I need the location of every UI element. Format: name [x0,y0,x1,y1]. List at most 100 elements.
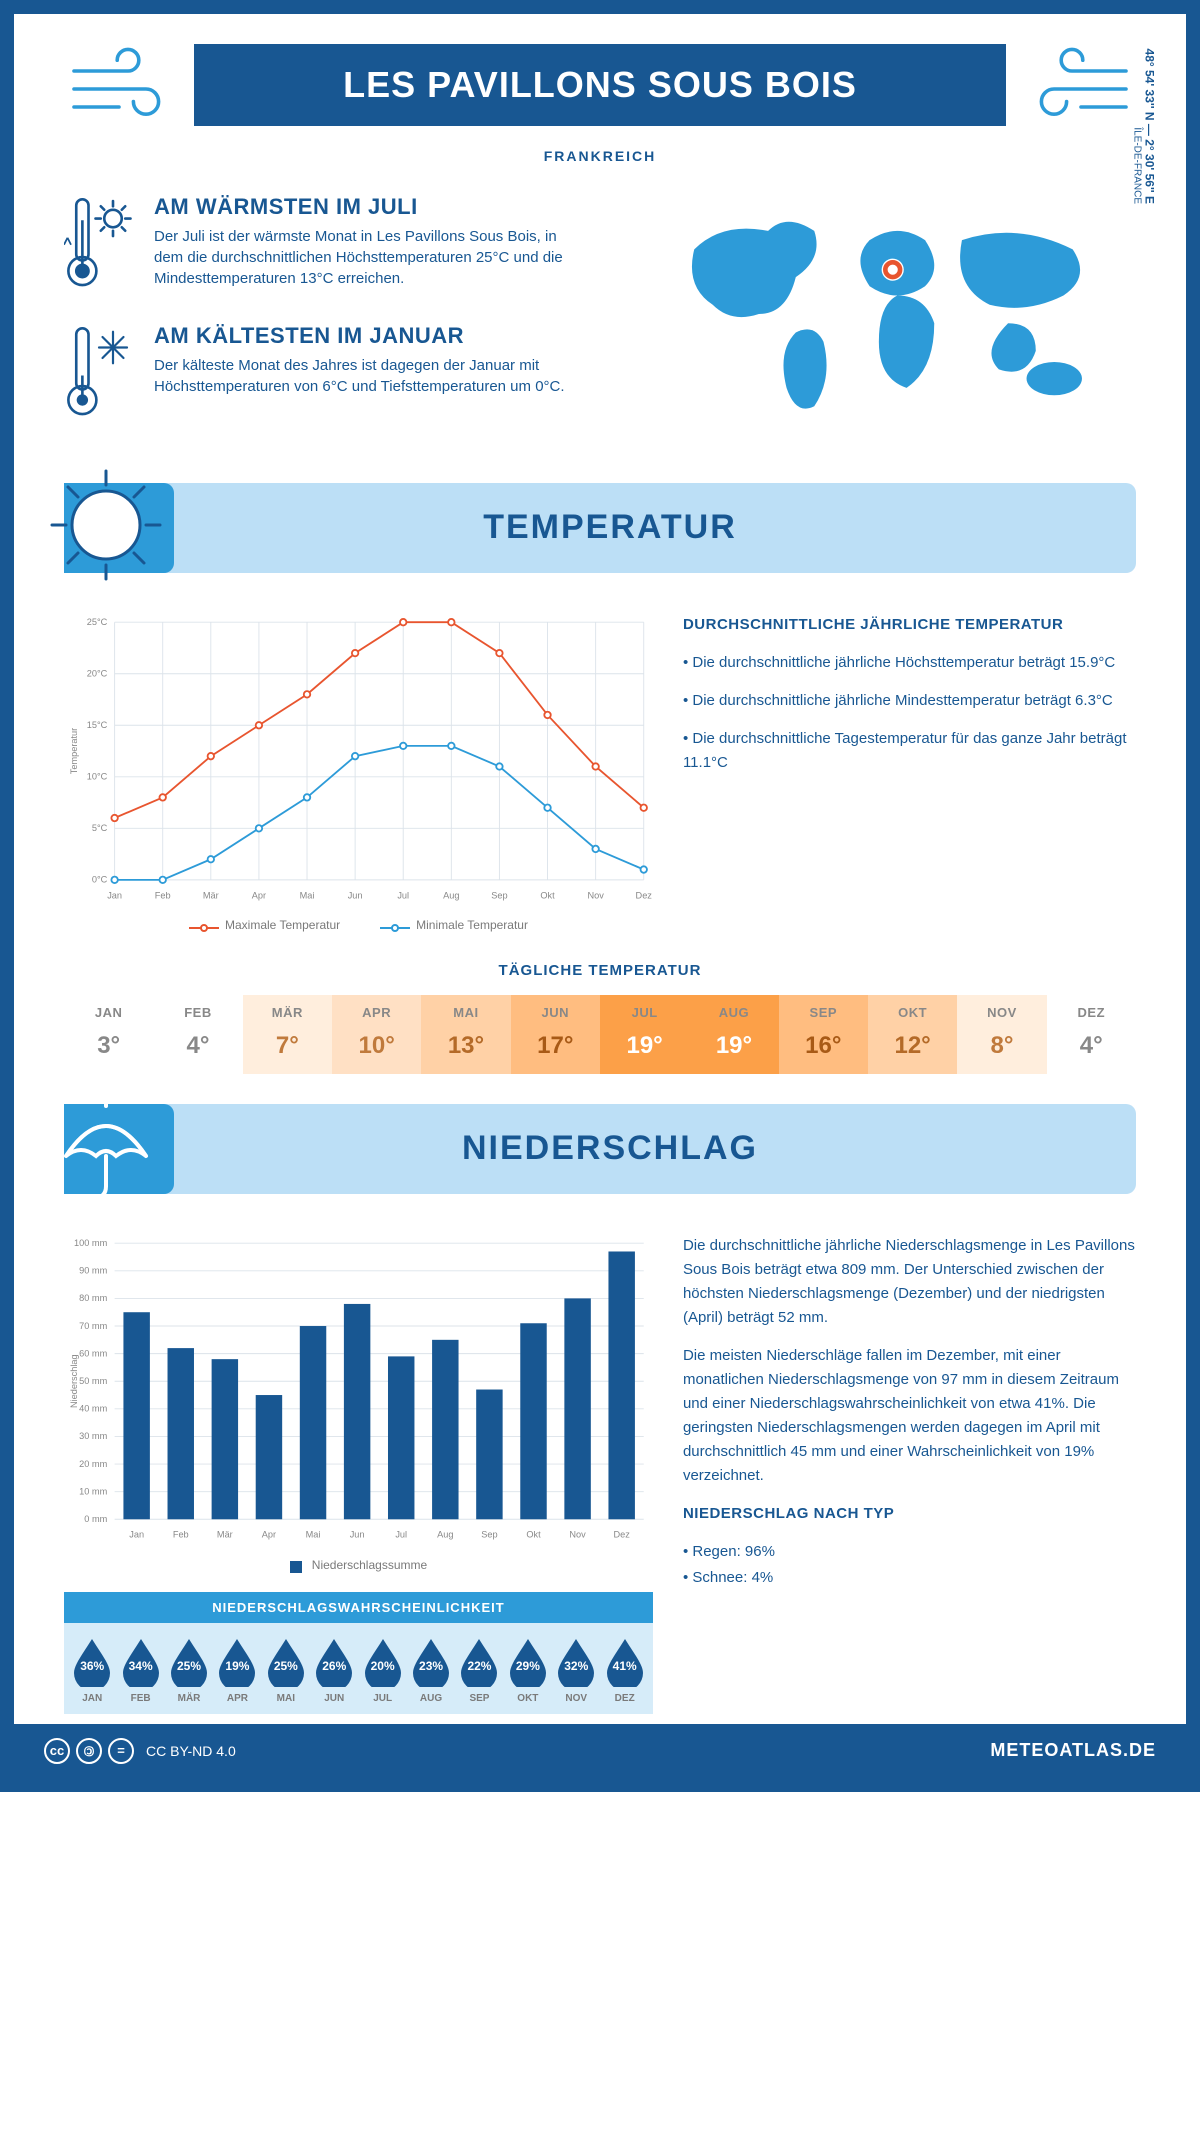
raindrop-icon: 36% [71,1637,113,1687]
temp-legend: Maximale Temperatur Minimale Temperatur [64,918,653,932]
intro-section: AM WÄRMSTEN IM JULI Der Juli ist der wär… [14,164,1186,473]
legend-item: Minimale Temperatur [380,918,528,932]
daily-cell: JAN3° [64,995,153,1074]
svg-text:70 mm: 70 mm [79,1321,107,1331]
svg-text:Apr: Apr [262,1530,276,1540]
svg-text:Aug: Aug [443,890,459,900]
probability-cell: 22% SEP [457,1637,501,1704]
temperature-chart: 0°C5°C10°C15°C20°C25°CJanFebMärAprMaiJun… [64,613,653,932]
section-header-precip: NIEDERSCHLAG [64,1104,1136,1194]
section-title-precip: NIEDERSCHLAG [194,1129,1026,1168]
daily-temp-title: TÄGLICHE TEMPERATUR [14,962,1186,979]
svg-text:10 mm: 10 mm [79,1486,107,1496]
probability-cell: 23% AUG [409,1637,453,1704]
svg-text:Nov: Nov [569,1530,586,1540]
svg-text:Dez: Dez [614,1530,631,1540]
raindrop-icon: 29% [507,1637,549,1687]
fact-warm-title: AM WÄRMSTEN IM JULI [154,194,584,220]
svg-text:10°C: 10°C [87,771,108,781]
svg-text:100 mm: 100 mm [74,1238,108,1248]
svg-text:80 mm: 80 mm [79,1293,107,1303]
svg-text:Apr: Apr [252,890,266,900]
svg-text:Jul: Jul [397,890,409,900]
raindrop-icon: 22% [458,1637,500,1687]
probability-title: NIEDERSCHLAGSWAHRSCHEINLICHKEIT [64,1592,653,1623]
svg-text:25°C: 25°C [87,616,108,626]
probability-cell: 25% MAI [264,1637,308,1704]
svg-text:5°C: 5°C [92,823,108,833]
daily-temp-table: JAN3°FEB4°MÄR7°APR10°MAI13°JUN17°JUL19°A… [64,995,1136,1074]
fact-warmest: AM WÄRMSTEN IM JULI Der Juli ist der wär… [64,194,610,295]
raindrop-icon: 25% [168,1637,210,1687]
precip-legend: Niederschlagssumme [64,1558,653,1572]
daily-cell: SEP16° [779,995,868,1074]
svg-text:Jul: Jul [395,1530,407,1540]
wind-icon-right [1026,44,1136,134]
svg-text:Dez: Dez [636,890,653,900]
svg-text:Sep: Sep [481,1530,497,1540]
raindrop-icon: 19% [216,1637,258,1687]
legend-item: Maximale Temperatur [189,918,340,932]
daily-cell: AUG19° [689,995,778,1074]
fact-cold-title: AM KÄLTESTEN IM JANUAR [154,323,584,349]
fact-coldest: AM KÄLTESTEN IM JANUAR Der kälteste Mona… [64,323,610,424]
temp-side-text: DURCHSCHNITTLICHE JÄHRLICHE TEMPERATUR •… [683,613,1136,932]
raindrop-icon: 32% [555,1637,597,1687]
svg-text:Jun: Jun [350,1530,365,1540]
svg-text:Temperatur: Temperatur [69,727,79,773]
svg-text:Feb: Feb [155,890,171,900]
daily-cell: OKT12° [868,995,957,1074]
thermometer-sun-icon [64,194,134,295]
svg-text:50 mm: 50 mm [79,1376,107,1386]
probability-cell: 41% DEZ [602,1637,646,1704]
svg-text:Aug: Aug [437,1530,453,1540]
country-label: FRANKREICH [14,148,1186,164]
sun-icon [46,465,166,585]
probability-cell: 36% JAN [70,1637,114,1704]
daily-cell: MAI13° [421,995,510,1074]
svg-text:Jan: Jan [107,890,122,900]
raindrop-icon: 20% [362,1637,404,1687]
probability-cell: 26% JUN [312,1637,356,1704]
page-title: LES PAVILLONS SOUS BOIS [194,44,1006,126]
probability-row: 36% JAN 34% FEB 25% MÄR 19% APR 25% MAI [64,1623,653,1714]
svg-text:0 mm: 0 mm [84,1514,107,1524]
bullet: • Die durchschnittliche jährliche Mindes… [683,689,1136,713]
umbrella-icon [46,1086,166,1206]
daily-cell: MÄR7° [243,995,332,1074]
page: LES PAVILLONS SOUS BOIS FRANKREICH [0,0,1200,1792]
section-header-temperature: TEMPERATUR [64,483,1136,573]
svg-text:Mär: Mär [203,890,219,900]
svg-text:Mai: Mai [306,1530,321,1540]
svg-text:Feb: Feb [173,1530,189,1540]
fact-cold-text: Der kälteste Monat des Jahres ist dagege… [154,355,584,397]
header: LES PAVILLONS SOUS BOIS FRANKREICH [14,14,1186,164]
raindrop-icon: 34% [120,1637,162,1687]
precip-chart: 0 mm10 mm20 mm30 mm40 mm50 mm60 mm70 mm8… [64,1234,653,1714]
wind-icon-left [64,44,174,134]
brand-label: METEOATLAS.DE [990,1740,1156,1761]
svg-text:Mär: Mär [217,1530,233,1540]
probability-cell: 32% NOV [554,1637,598,1704]
svg-text:Jun: Jun [348,890,363,900]
svg-text:Mai: Mai [300,890,315,900]
coordinates-label: 48° 54' 33'' N — 2° 30' 56'' E ÎLE-DE-FR… [1131,49,1156,204]
bullet: • Die durchschnittliche jährliche Höchst… [683,651,1136,675]
cc-icons: cc🄯= [44,1738,134,1764]
raindrop-icon: 25% [265,1637,307,1687]
license-label: CC BY-ND 4.0 [146,1743,236,1759]
svg-text:90 mm: 90 mm [79,1266,107,1276]
section-title-temp: TEMPERATUR [194,508,1026,547]
thermometer-snow-icon [64,323,134,424]
svg-text:Jan: Jan [129,1530,144,1540]
svg-text:30 mm: 30 mm [79,1431,107,1441]
svg-text:20 mm: 20 mm [79,1459,107,1469]
svg-text:60 mm: 60 mm [79,1348,107,1358]
daily-cell: JUN17° [511,995,600,1074]
probability-cell: 19% APR [215,1637,259,1704]
svg-text:Niederschlag: Niederschlag [69,1354,79,1408]
raindrop-icon: 26% [313,1637,355,1687]
svg-text:Nov: Nov [587,890,604,900]
raindrop-icon: 41% [604,1637,646,1687]
probability-cell: 34% FEB [118,1637,162,1704]
